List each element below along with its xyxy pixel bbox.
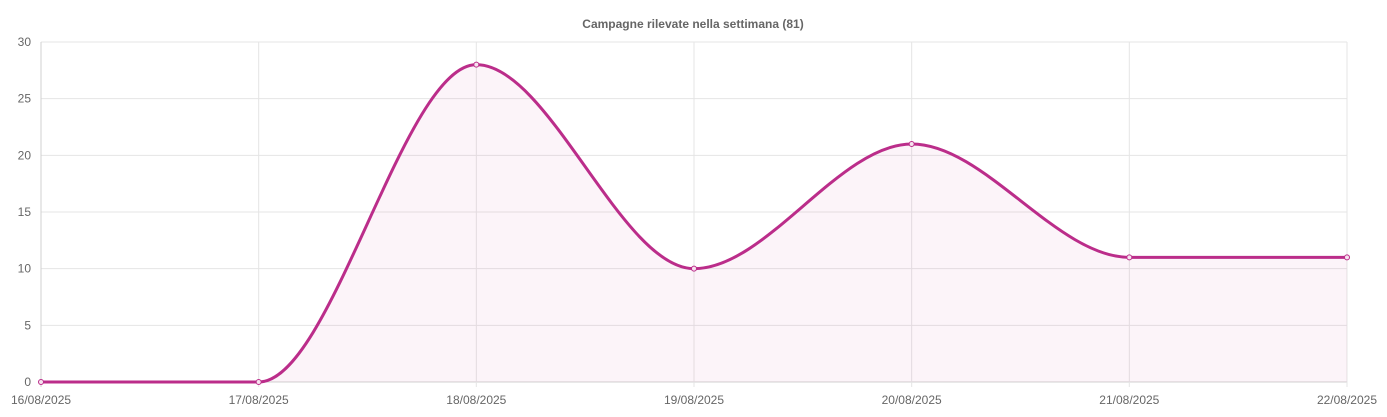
y-tick-label: 0 — [24, 375, 31, 389]
y-axis-ticks: 0 5 10 15 20 25 30 — [18, 35, 32, 389]
data-point[interactable] — [691, 265, 697, 272]
data-point[interactable] — [38, 379, 44, 385]
y-tick-label: 10 — [18, 262, 32, 276]
point-layer — [38, 61, 1350, 385]
data-point[interactable] — [1126, 254, 1133, 261]
x-tick-label: 16/08/2025 — [11, 393, 71, 407]
grid — [40, 41, 1348, 387]
x-tick-label: 17/08/2025 — [229, 393, 289, 407]
y-tick-label: 25 — [18, 92, 32, 106]
x-tick-label: 21/08/2025 — [1099, 393, 1159, 407]
data-point[interactable] — [908, 141, 915, 147]
line-layer — [39, 63, 1349, 384]
data-point[interactable] — [473, 61, 480, 68]
y-tick-label: 15 — [18, 205, 32, 219]
x-tick-label: 19/08/2025 — [664, 393, 724, 407]
data-point[interactable] — [255, 379, 262, 385]
series-line — [39, 63, 1349, 384]
chart-title: Campagne rilevate nella settimana (81) — [582, 17, 803, 31]
x-tick-label: 22/08/2025 — [1317, 393, 1377, 407]
y-tick-label: 30 — [18, 35, 32, 49]
y-tick-label: 20 — [18, 148, 32, 162]
data-point[interactable] — [1344, 254, 1350, 261]
x-tick-label: 20/08/2025 — [882, 393, 942, 407]
x-tick-label: 18/08/2025 — [446, 393, 506, 407]
area-layer — [41, 64, 1347, 383]
series-area — [41, 64, 1347, 383]
x-axis-ticks: 16/08/2025 17/08/2025 18/08/2025 19/08/2025… — [11, 393, 1377, 407]
y-tick-label: 5 — [24, 318, 31, 332]
